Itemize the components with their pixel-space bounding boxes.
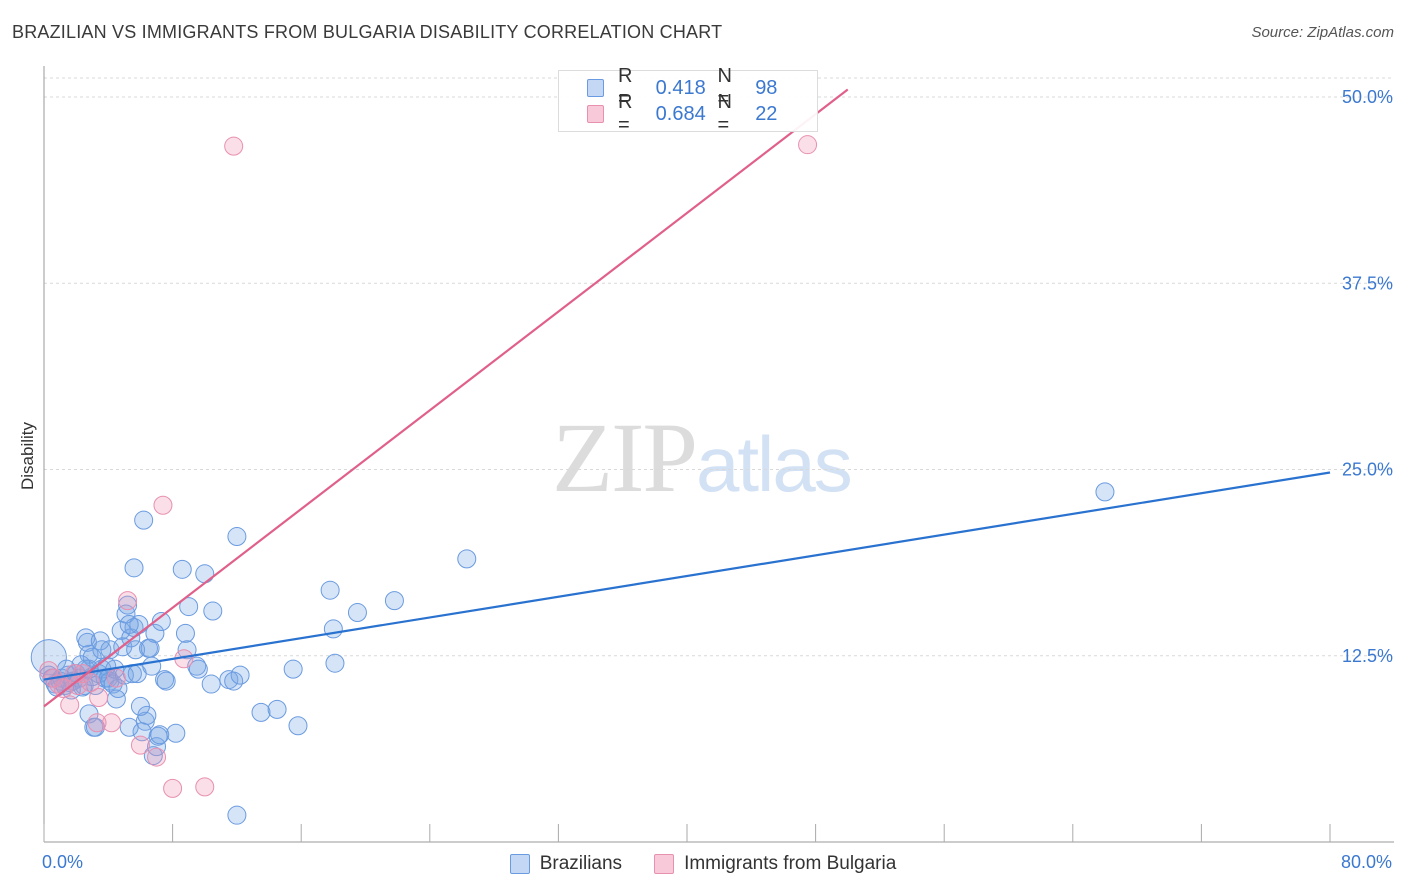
legend-label-brazilians: Brazilians: [539, 853, 623, 874]
bulgaria-point: [147, 747, 167, 767]
y-tick-label: 12.5%: [1342, 646, 1393, 666]
brazilian-point: [283, 659, 303, 679]
n-value: 22: [755, 102, 778, 125]
brazilian-point: [384, 591, 404, 611]
bulgaria-point: [53, 679, 73, 699]
bulgaria-point: [89, 687, 109, 707]
brazilian-point: [288, 716, 308, 736]
bulgaria-trend-line: [43, 88, 849, 708]
r-value: 0.684: [655, 102, 706, 125]
brazilian-point: [76, 628, 96, 648]
brazilian-point: [1095, 482, 1115, 502]
bulgaria-point: [118, 591, 138, 611]
bulgaria-point: [106, 668, 126, 688]
brazilian-point: [119, 717, 139, 737]
brazilian-point: [134, 510, 154, 530]
bulgaria-point: [60, 695, 80, 715]
y-tick-label: 37.5%: [1342, 273, 1393, 293]
brazilian-point: [201, 674, 221, 694]
brazilians-legend-swatch: [509, 854, 530, 874]
stats-row-bulgaria: R = 0.684 N = 22: [587, 91, 817, 136]
brazilian-point: [267, 699, 287, 719]
x-axis-min-label: 0.0%: [42, 852, 84, 872]
y-tick-label: 50.0%: [1342, 87, 1393, 107]
brazilian-point: [347, 603, 367, 623]
y-tick-label: 25.0%: [1342, 460, 1393, 480]
brazilian-point: [230, 665, 250, 685]
brazilian-point: [142, 656, 162, 676]
brazilian-point: [150, 725, 170, 745]
brazilian-point: [79, 644, 99, 664]
r-label: R =: [617, 65, 633, 110]
brazilian-point: [179, 597, 199, 617]
bulgaria-point: [224, 136, 244, 156]
brazilian-point: [106, 689, 126, 709]
bulgaria-point: [102, 713, 122, 733]
n-label: N =: [717, 65, 732, 110]
brazilian-point: [119, 614, 139, 634]
brazilians-trend-line: [43, 471, 1331, 681]
brazilian-point: [172, 559, 192, 579]
brazilian-point: [124, 558, 144, 578]
legend-label-bulgaria: Immigrants from Bulgaria: [684, 853, 897, 874]
brazilian-point: [130, 696, 150, 716]
brazilian-point: [156, 671, 176, 691]
bulgaria-point: [153, 495, 173, 515]
bulgaria-point: [81, 673, 101, 693]
legend-item-brazilians[interactable]: Brazilians: [509, 853, 623, 875]
x-axis-max-label: 80.0%: [1340, 852, 1392, 872]
brazilian-point: [203, 601, 223, 621]
source-label: Source: ZipAtlas.com: [1251, 24, 1394, 41]
brazilian-point: [175, 623, 195, 643]
bulgaria-point: [798, 135, 818, 155]
r-label: R =: [617, 91, 633, 136]
brazilian-point: [325, 653, 345, 673]
bulgaria-point: [130, 735, 150, 755]
brazilians-swatch: [587, 79, 604, 97]
bulgaria-point: [68, 676, 88, 696]
brazilian-point: [118, 595, 138, 615]
brazilian-point: [151, 611, 171, 631]
brazilian-point: [195, 564, 215, 584]
r-value: 0.418: [655, 76, 706, 99]
brazilian-point: [166, 723, 186, 743]
bulgaria-point: [195, 777, 215, 797]
brazilian-point: [251, 702, 271, 722]
brazilian-point: [320, 580, 340, 600]
brazilian-point: [227, 805, 247, 825]
y-axis-label: Disability: [18, 421, 37, 491]
brazilian-point: [323, 619, 343, 639]
brazilian-point: [227, 527, 247, 547]
bulgaria-point: [163, 778, 183, 798]
brazilian-point: [457, 549, 477, 569]
brazilian-point: [188, 659, 208, 679]
stats-row-brazilians: R = 0.418 N = 98: [587, 65, 817, 110]
brazilian-point: [145, 623, 165, 643]
stats-legend: R = 0.418 N = 98 R = 0.684 N = 22: [558, 65, 818, 136]
series-legend: Brazilians Immigrants from Bulgaria: [0, 852, 1406, 876]
bulgaria-swatch: [587, 105, 604, 123]
n-label: N =: [717, 91, 732, 136]
bulgaria-legend-swatch: [654, 854, 675, 874]
legend-item-bulgaria[interactable]: Immigrants from Bulgaria: [654, 853, 896, 875]
chart-title: BRAZILIAN VS IMMIGRANTS FROM BULGARIA DI…: [12, 22, 723, 42]
bulgaria-point: [87, 713, 107, 733]
n-value: 98: [755, 76, 778, 99]
